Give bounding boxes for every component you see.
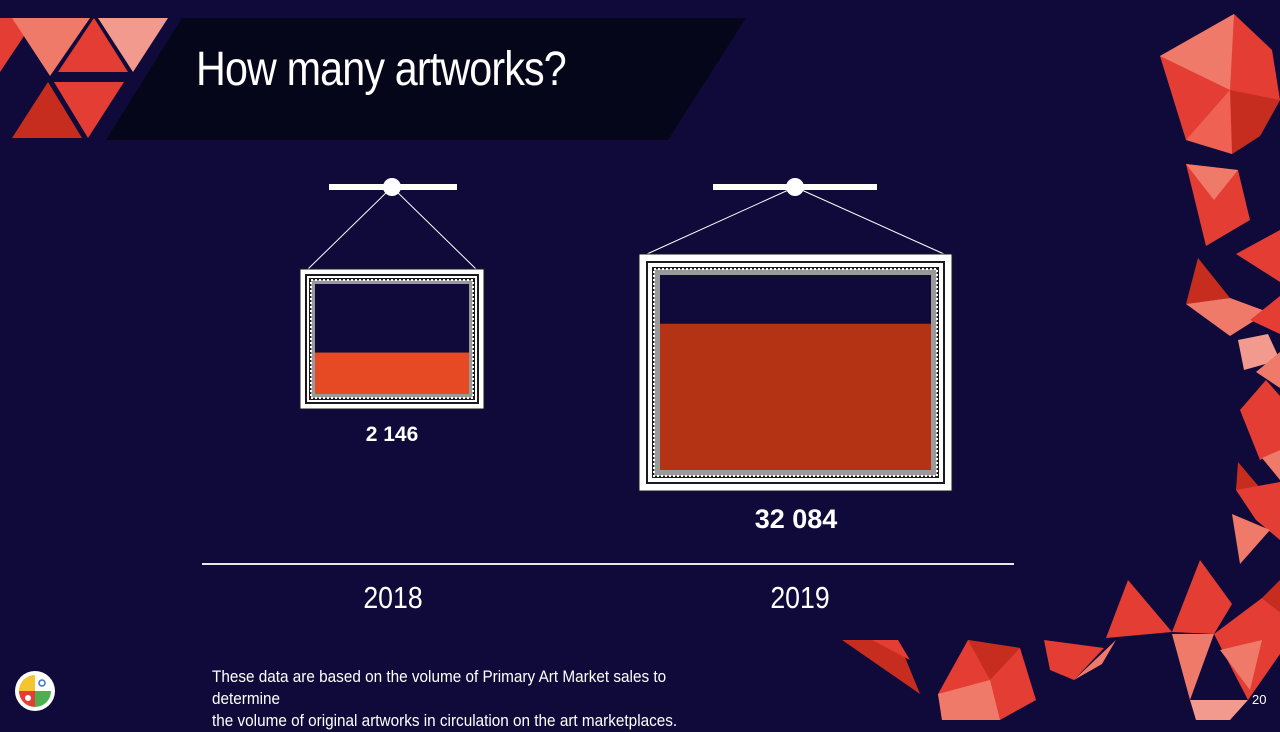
value-label-2018: 2 146 bbox=[365, 423, 419, 446]
year-label-2019: 2019 bbox=[770, 580, 830, 615]
page-number: 20 bbox=[1252, 692, 1267, 707]
footnote: These data are based on the volume of Pr… bbox=[212, 666, 716, 732]
slide-title: How many artworks? bbox=[196, 43, 567, 96]
frame-ornament-pattern-2018 bbox=[310, 279, 474, 399]
corner-triangles-decoration bbox=[0, 18, 168, 138]
right-gem-decoration bbox=[1160, 14, 1280, 564]
chart-baseline bbox=[202, 563, 1014, 565]
title-band bbox=[106, 18, 746, 140]
hanging-wire-left-2019 bbox=[646, 186, 796, 255]
hanging-wire-left-2018 bbox=[307, 186, 393, 270]
company-logo bbox=[15, 671, 55, 711]
footnote-line-1: These data are based on the volume of Pr… bbox=[212, 667, 667, 708]
year-label-2018: 2018 bbox=[363, 580, 423, 615]
bar-fill-2018 bbox=[315, 352, 469, 394]
hanging-knob-2018 bbox=[383, 178, 401, 196]
bottom-gem-decoration bbox=[842, 560, 1280, 720]
frame-ornament-pattern-2019 bbox=[653, 268, 938, 477]
hanging-wire-right-2018 bbox=[391, 186, 477, 270]
hanging-knob-2019 bbox=[786, 178, 804, 196]
footnote-line-2: the volume of original artworks in circu… bbox=[212, 711, 678, 730]
hanging-wire-right-2019 bbox=[794, 186, 945, 255]
bar-fill-2019 bbox=[660, 323, 931, 470]
value-label-2019: 32 084 bbox=[754, 504, 838, 534]
